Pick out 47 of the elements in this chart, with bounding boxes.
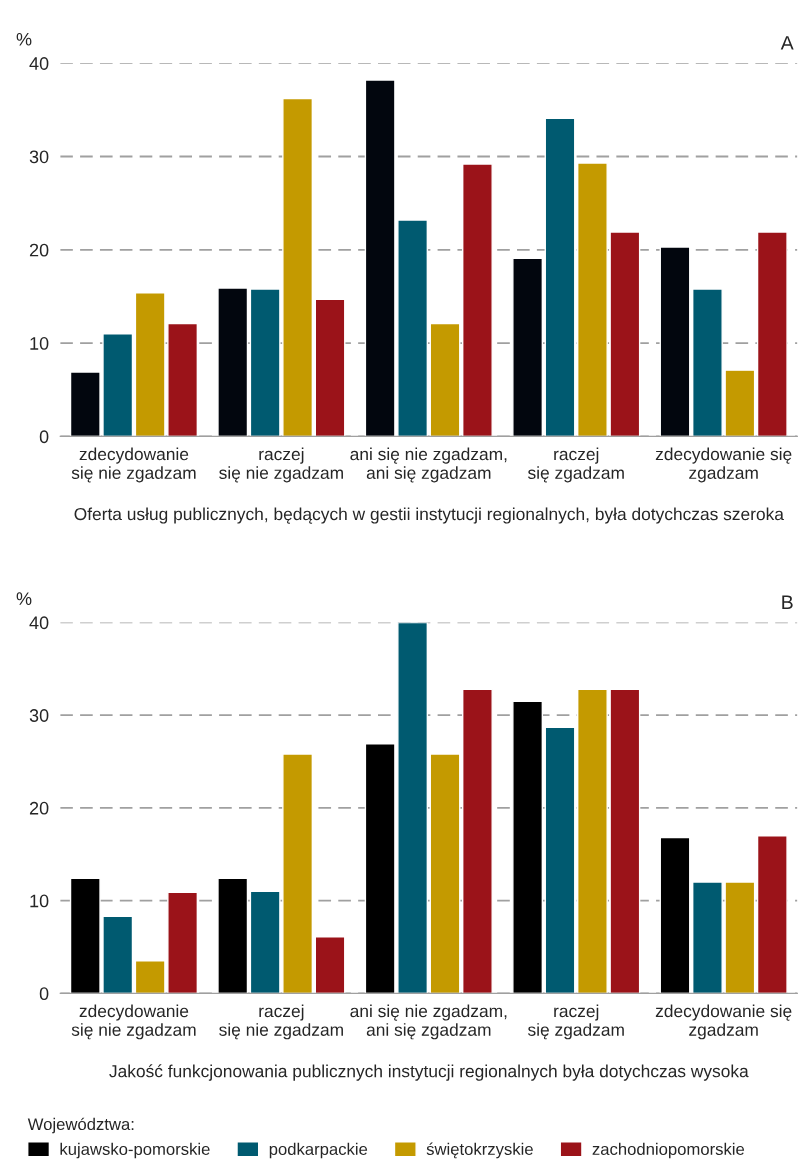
x-tick-label: ani się nie zgadzam, ani się zgadzam: [350, 1004, 507, 1040]
bar: [544, 726, 576, 994]
x-tick-label: zdecydowanie się zgadzam: [655, 447, 792, 483]
x-tick-label: zdecydowanie się zgadzam: [655, 1004, 792, 1040]
bar: [544, 117, 576, 437]
bar: [314, 936, 346, 994]
legend-label: świętokrzyskie: [426, 1142, 533, 1159]
x-tick-label: zdecydowanie się nie zgadzam: [71, 447, 196, 483]
bar: [756, 835, 788, 994]
bar: [756, 231, 788, 437]
bar: [217, 287, 249, 437]
bar: [512, 257, 544, 437]
y-tick-label: 20: [29, 243, 49, 257]
x-tick-label: raczej się nie zgadzam: [219, 1004, 343, 1040]
legend-title: Województwa:: [27, 1117, 134, 1134]
text: B: [782, 595, 793, 609]
x-tick-label: ani się nie zgadzam, ani się zgadzam: [350, 447, 507, 483]
y-tick-label: 30: [29, 150, 49, 164]
y-tick-label: 10: [30, 894, 49, 908]
bar: [462, 163, 493, 437]
x-tick-label: raczej się zgadzam: [527, 1004, 624, 1040]
x-tick-label: raczej się nie zgadzam: [219, 447, 343, 483]
legend-label: kujawsko-pomorskie: [60, 1142, 210, 1159]
legend-label: zachodniopomorskie: [592, 1142, 745, 1159]
bar: [314, 298, 346, 437]
bar: [512, 700, 544, 994]
y-tick-label: 40: [29, 57, 49, 70]
bar: [217, 877, 249, 994]
legend-label: podkarpackie: [269, 1142, 368, 1159]
y-tick-label: 40: [29, 616, 49, 630]
x-axis-title: Oferta usług publicznych, będących w gestii instytucji regionalnych, była dotychczas szeroka: [74, 507, 784, 524]
bar: [429, 322, 461, 437]
y-axis-title: %: [16, 32, 32, 46]
bar: [659, 836, 691, 994]
bar: [429, 753, 461, 994]
bar: [462, 688, 493, 994]
x-tick-label: zdecydowanie się nie zgadzam: [71, 1004, 196, 1040]
y-tick-label: 30: [29, 709, 49, 722]
y-axis-title: %: [16, 592, 32, 605]
x-tick-label: raczej się zgadzam: [527, 447, 624, 483]
text: A: [780, 36, 794, 50]
y-tick-label: 20: [29, 801, 49, 815]
y-tick-label: 0: [39, 430, 49, 444]
y-tick-label: 10: [30, 337, 49, 350]
y-tick-label: 0: [39, 987, 49, 1001]
x-axis-title: Jakość funkcjonowania publicznych instytucji regionalnych była dotychczas wysoka: [109, 1064, 749, 1081]
bar: [659, 246, 691, 437]
